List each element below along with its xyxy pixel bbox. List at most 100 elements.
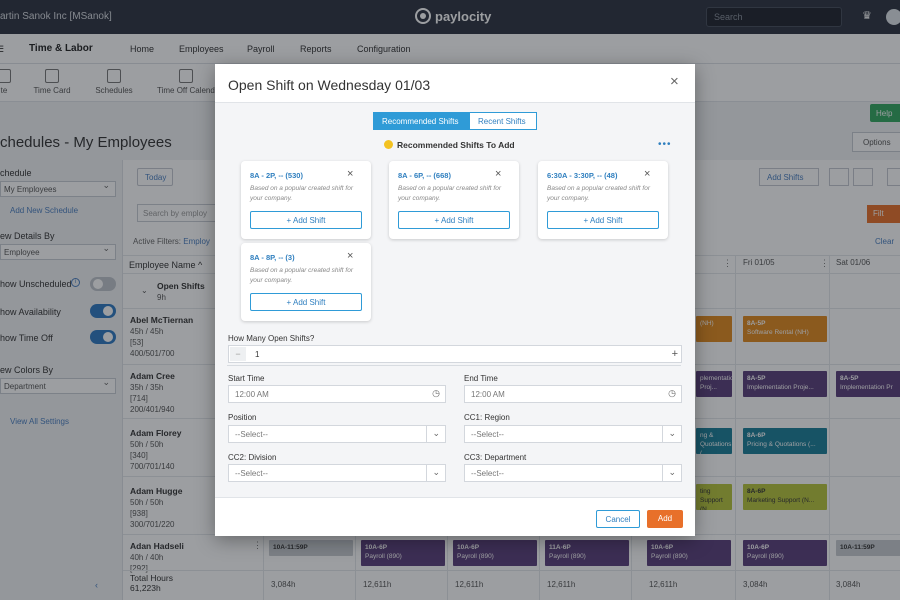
info-icon[interactable]: i bbox=[71, 278, 80, 287]
cc3-department-select[interactable]: --Select-- ⌄ bbox=[464, 464, 682, 482]
employee-details: 35h / 35h [714] 200/401/940 bbox=[130, 383, 175, 414]
add-new-schedule-link[interactable]: Add New Schedule bbox=[10, 206, 79, 215]
help-button[interactable]: Help bbox=[870, 104, 900, 122]
shift-block[interactable]: 8A-6P Marketing Support (N... bbox=[743, 484, 827, 510]
view-details-select[interactable]: Employee bbox=[0, 243, 116, 260]
show-unscheduled-toggle[interactable] bbox=[90, 277, 116, 291]
shift-block[interactable]: 8A-5P Implementation Proje... bbox=[743, 371, 827, 397]
nav-section-title[interactable]: Time & Labor bbox=[29, 43, 93, 54]
column-menu-icon[interactable]: ⋮ bbox=[723, 258, 732, 268]
total-hours-cell: 3,084h bbox=[271, 580, 296, 589]
tool-schedules[interactable]: Schedules bbox=[94, 69, 134, 95]
employee-name[interactable]: Abel McTiernan bbox=[130, 315, 194, 325]
shift-block[interactable]: plementation Proj... bbox=[696, 371, 732, 397]
view-all-settings-link[interactable]: View All Settings bbox=[10, 417, 69, 426]
add-shift-button[interactable]: + Add Shift bbox=[250, 293, 362, 311]
close-icon[interactable]: × bbox=[670, 73, 679, 90]
employee-name[interactable]: Adam Hugge bbox=[130, 486, 183, 496]
company-name[interactable]: artin Sanok Inc [MSanok] bbox=[0, 11, 112, 22]
nav-item-configuration[interactable]: Configuration bbox=[357, 44, 411, 54]
shift-block[interactable]: (NH) bbox=[696, 316, 732, 342]
dismiss-icon[interactable]: × bbox=[495, 168, 502, 180]
employee-name[interactable]: Adan Hadseli bbox=[130, 541, 184, 551]
shift-block[interactable]: 11A-6P Payroll (890) bbox=[545, 540, 629, 566]
main-nav: ☰ Time & Labor Home Employees Payroll Re… bbox=[0, 34, 900, 64]
chevron-down-icon[interactable]: ⌄ bbox=[141, 286, 148, 295]
nav-item-employees[interactable]: Employees bbox=[179, 44, 224, 54]
paylocity-logo[interactable]: paylocity bbox=[415, 8, 491, 24]
column-divider bbox=[735, 255, 736, 600]
options-button[interactable]: Options bbox=[852, 132, 900, 152]
minus-icon[interactable]: − bbox=[230, 347, 246, 361]
schedule-label: chedule bbox=[0, 168, 32, 178]
clear-filters-link[interactable]: Clear bbox=[875, 237, 895, 246]
show-unscheduled-label: how Unscheduled bbox=[0, 279, 72, 289]
shift-block[interactable]: 10A-6P Payroll (890) bbox=[647, 540, 731, 566]
dismiss-icon[interactable]: × bbox=[347, 250, 354, 262]
employee-search-input[interactable]: Search by employ bbox=[137, 204, 217, 222]
shift-block[interactable]: 8A-5P Software Rental (NH) bbox=[743, 316, 827, 342]
add-shifts-button[interactable]: Add Shifts bbox=[759, 168, 819, 186]
shift-description: Based on a popular created shift for you… bbox=[250, 267, 353, 284]
shift-block[interactable]: 10A-6P Payroll (890) bbox=[743, 540, 827, 566]
tool-time-card[interactable]: Time Card bbox=[32, 69, 72, 95]
cc2-division-select[interactable]: --Select-- ⌄ bbox=[228, 464, 446, 482]
user-avatar[interactable] bbox=[886, 9, 900, 25]
global-search-input[interactable]: Search bbox=[706, 7, 842, 27]
show-availability-toggle[interactable] bbox=[90, 304, 116, 318]
nav-item-reports[interactable]: Reports bbox=[300, 44, 332, 54]
tab-recent-shifts[interactable]: Recent Shifts bbox=[469, 112, 537, 130]
add-shift-button[interactable]: + Add Shift bbox=[398, 211, 510, 229]
employee-name[interactable]: Adam Florey bbox=[130, 428, 182, 438]
column-menu-icon[interactable]: ⋮ bbox=[820, 258, 829, 268]
dismiss-icon[interactable]: × bbox=[644, 168, 651, 180]
more-options-icon[interactable]: ••• bbox=[658, 139, 672, 150]
clock-icon[interactable]: ◷ bbox=[432, 388, 440, 398]
tab-recommended-shifts[interactable]: Recommended Shifts bbox=[373, 112, 469, 130]
shift-block[interactable]: 10A-6P Payroll (890) bbox=[361, 540, 445, 566]
employee-details: 50h / 50h [340] 700/701/140 bbox=[130, 440, 175, 471]
shift-block[interactable]: 10A-11:59P bbox=[836, 540, 900, 556]
employee-name[interactable]: Adam Cree bbox=[130, 371, 175, 381]
section-divider bbox=[227, 365, 681, 366]
tool-time-off-calendar[interactable]: Time Off Calend bbox=[157, 69, 215, 95]
cc1-region-select[interactable]: --Select-- ⌄ bbox=[464, 425, 682, 443]
employee-name-header[interactable]: Employee Name ^ bbox=[129, 260, 203, 270]
prev-week-button[interactable] bbox=[829, 168, 849, 186]
dismiss-icon[interactable]: × bbox=[347, 168, 354, 180]
active-filter-chip[interactable]: Employ bbox=[183, 237, 210, 246]
shift-block[interactable]: 10A-6P Payroll (890) bbox=[453, 540, 537, 566]
bell-icon[interactable]: ♛ bbox=[862, 10, 872, 22]
collapse-chevron-icon[interactable]: ‹ bbox=[95, 580, 98, 590]
clock-icon[interactable]: ◷ bbox=[668, 388, 676, 398]
show-time-off-toggle[interactable] bbox=[90, 330, 116, 344]
shift-block[interactable]: 8A-6P Pricing & Quotations (... bbox=[743, 428, 827, 454]
tool-time-entry[interactable]: te bbox=[0, 69, 12, 95]
how-many-stepper[interactable]: − 1 + bbox=[228, 345, 682, 363]
schedule-select[interactable]: My Employees bbox=[0, 180, 116, 197]
start-time-input[interactable]: 12:00 AM ◷ bbox=[228, 385, 446, 403]
view-colors-select[interactable]: Department bbox=[0, 377, 116, 394]
add-shift-button[interactable]: + Add Shift bbox=[250, 211, 362, 229]
column-header-sat: Sat 01/06 bbox=[836, 258, 871, 267]
calendar-picker-button[interactable] bbox=[887, 168, 900, 186]
shift-block[interactable]: ng & Quotations (... bbox=[696, 428, 732, 454]
shift-block[interactable]: ting Support (N... bbox=[696, 484, 732, 510]
menu-icon[interactable]: ☰ bbox=[0, 44, 5, 54]
plus-icon[interactable]: + bbox=[671, 348, 678, 360]
shift-block[interactable]: 10A-11:59P bbox=[269, 540, 353, 556]
shift-time: 6:30A - 3:30P, -- (48) bbox=[547, 171, 618, 180]
end-time-input[interactable]: 12:00 AM ◷ bbox=[464, 385, 682, 403]
row-menu-icon[interactable]: ⋮ bbox=[253, 540, 262, 550]
nav-item-payroll[interactable]: Payroll bbox=[247, 44, 275, 54]
position-select[interactable]: --Select-- ⌄ bbox=[228, 425, 446, 443]
add-button[interactable]: Add bbox=[647, 510, 683, 528]
cancel-button[interactable]: Cancel bbox=[596, 510, 640, 528]
nav-item-home[interactable]: Home bbox=[130, 44, 155, 54]
total-hours-cell: 12,611h bbox=[649, 580, 678, 589]
shift-block[interactable]: 8A-5P Implementation Pr bbox=[836, 371, 900, 397]
next-week-button[interactable] bbox=[853, 168, 873, 186]
filter-button[interactable]: Filt bbox=[867, 205, 900, 223]
today-button[interactable]: Today bbox=[137, 168, 173, 186]
add-shift-button[interactable]: + Add Shift bbox=[547, 211, 659, 229]
